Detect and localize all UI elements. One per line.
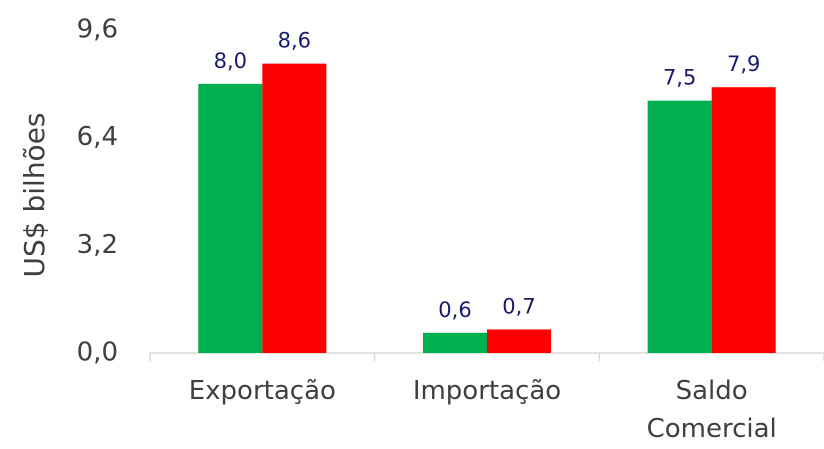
y-axis-title: US$ bilhões	[18, 112, 51, 277]
bar	[262, 63, 327, 353]
y-tick-label: 6,4	[77, 122, 118, 152]
x-tick-label: Importação	[412, 376, 562, 406]
value-label: 7,9	[727, 52, 760, 76]
value-label: 0,7	[502, 294, 535, 318]
y-tick-label: 0,0	[77, 338, 118, 368]
bar	[422, 332, 487, 353]
bar	[711, 87, 776, 354]
bar	[198, 83, 263, 353]
bar	[647, 100, 712, 353]
y-tick-label: 3,2	[77, 230, 118, 260]
value-label: 0,6	[438, 298, 471, 322]
x-tick-label: Saldo Comercial	[646, 376, 777, 444]
value-label: 8,6	[278, 29, 311, 53]
x-tick-label: Exportação	[188, 376, 336, 406]
bar	[487, 329, 552, 353]
y-tick-label: 9,6	[77, 15, 118, 45]
value-label: 7,5	[663, 66, 696, 90]
value-label: 8,0	[214, 49, 247, 73]
